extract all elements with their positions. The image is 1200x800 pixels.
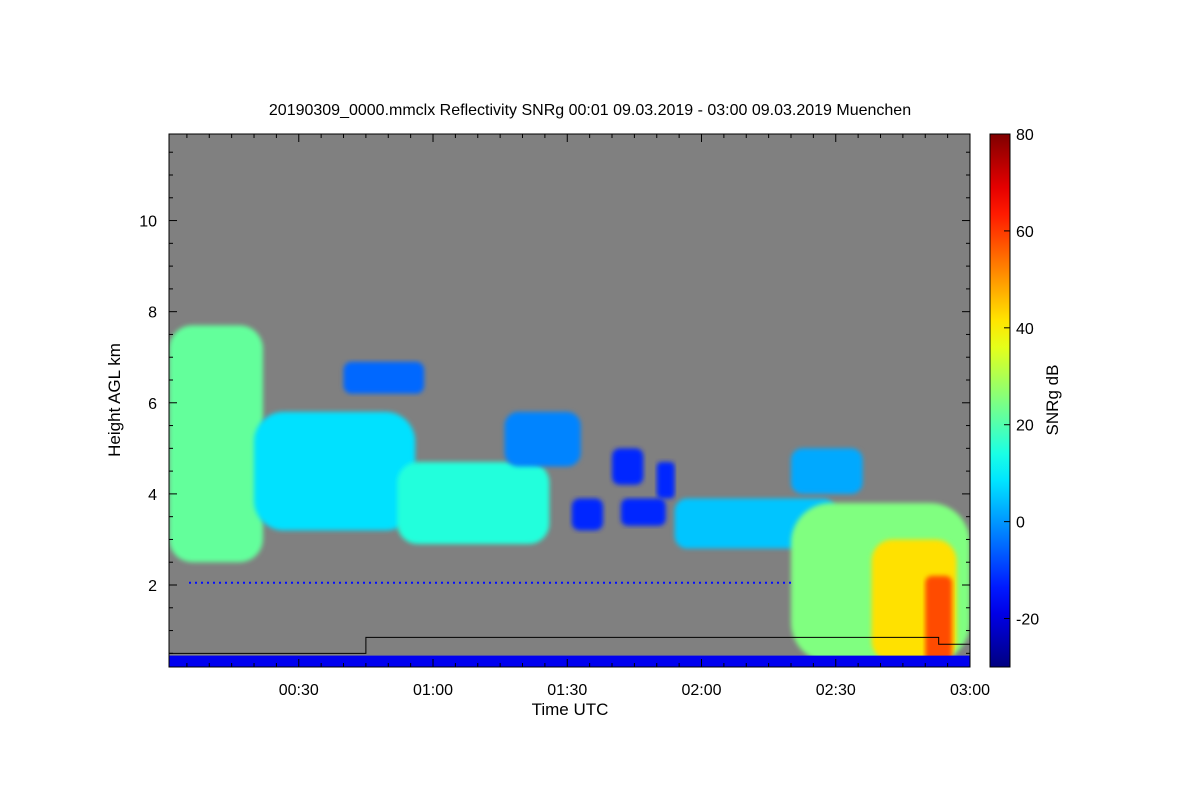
y-axis-label: Height AGL km (105, 343, 124, 457)
echo-region (571, 498, 604, 531)
plot-frame (168, 133, 971, 668)
echo-region (504, 411, 581, 467)
colorbar-label: SNRg dB (1043, 365, 1062, 436)
chart-title: 20190309_0000.mmclx Reflectivity SNRg 00… (269, 102, 911, 119)
echo-region (169, 325, 263, 563)
echo-region (343, 361, 425, 394)
colorbar-tick-label: 80 (1016, 127, 1034, 144)
echo-region (254, 411, 416, 531)
plot-area (169, 134, 970, 667)
x-tick-label: 02:30 (816, 682, 856, 699)
colorbar-tick-label: -20 (1016, 612, 1039, 629)
echo-region (397, 462, 550, 544)
x-tick-label: 00:30 (279, 682, 319, 699)
near-ground-band (169, 655, 970, 667)
colorbar-tick-label: 0 (1016, 515, 1025, 532)
y-tick-label: 4 (148, 487, 157, 504)
echo-region (612, 448, 644, 485)
echo-region (620, 498, 666, 526)
x-tick-label: 02:00 (681, 682, 721, 699)
echo-region (656, 462, 675, 499)
echo-layer (169, 325, 970, 667)
y-tick-label: 2 (148, 578, 157, 595)
axes: 00:30 01:00 01:30 02:00 02:30 03:00 2 4 6 8 10 (139, 133, 990, 699)
colorbar-tick-label: 40 (1016, 321, 1034, 338)
y-tick-label: 8 (148, 305, 157, 322)
colorbar-scale (989, 133, 1011, 668)
colorbar-tick-label: 60 (1016, 224, 1034, 241)
y-tick-label: 6 (148, 396, 157, 413)
x-tick-label: 01:00 (413, 682, 453, 699)
x-tick-label: 03:00 (950, 682, 990, 699)
echo-region (791, 448, 863, 494)
y-tick-label: 10 (139, 214, 157, 231)
x-tick-label: 01:30 (547, 682, 587, 699)
colorbar: -20 0 20 40 60 80 (989, 127, 1039, 668)
echo-region (925, 575, 953, 663)
x-axis-label: Time UTC (532, 700, 609, 719)
boundary-line (169, 636, 970, 654)
colorbar-tick-label: 20 (1016, 418, 1034, 435)
